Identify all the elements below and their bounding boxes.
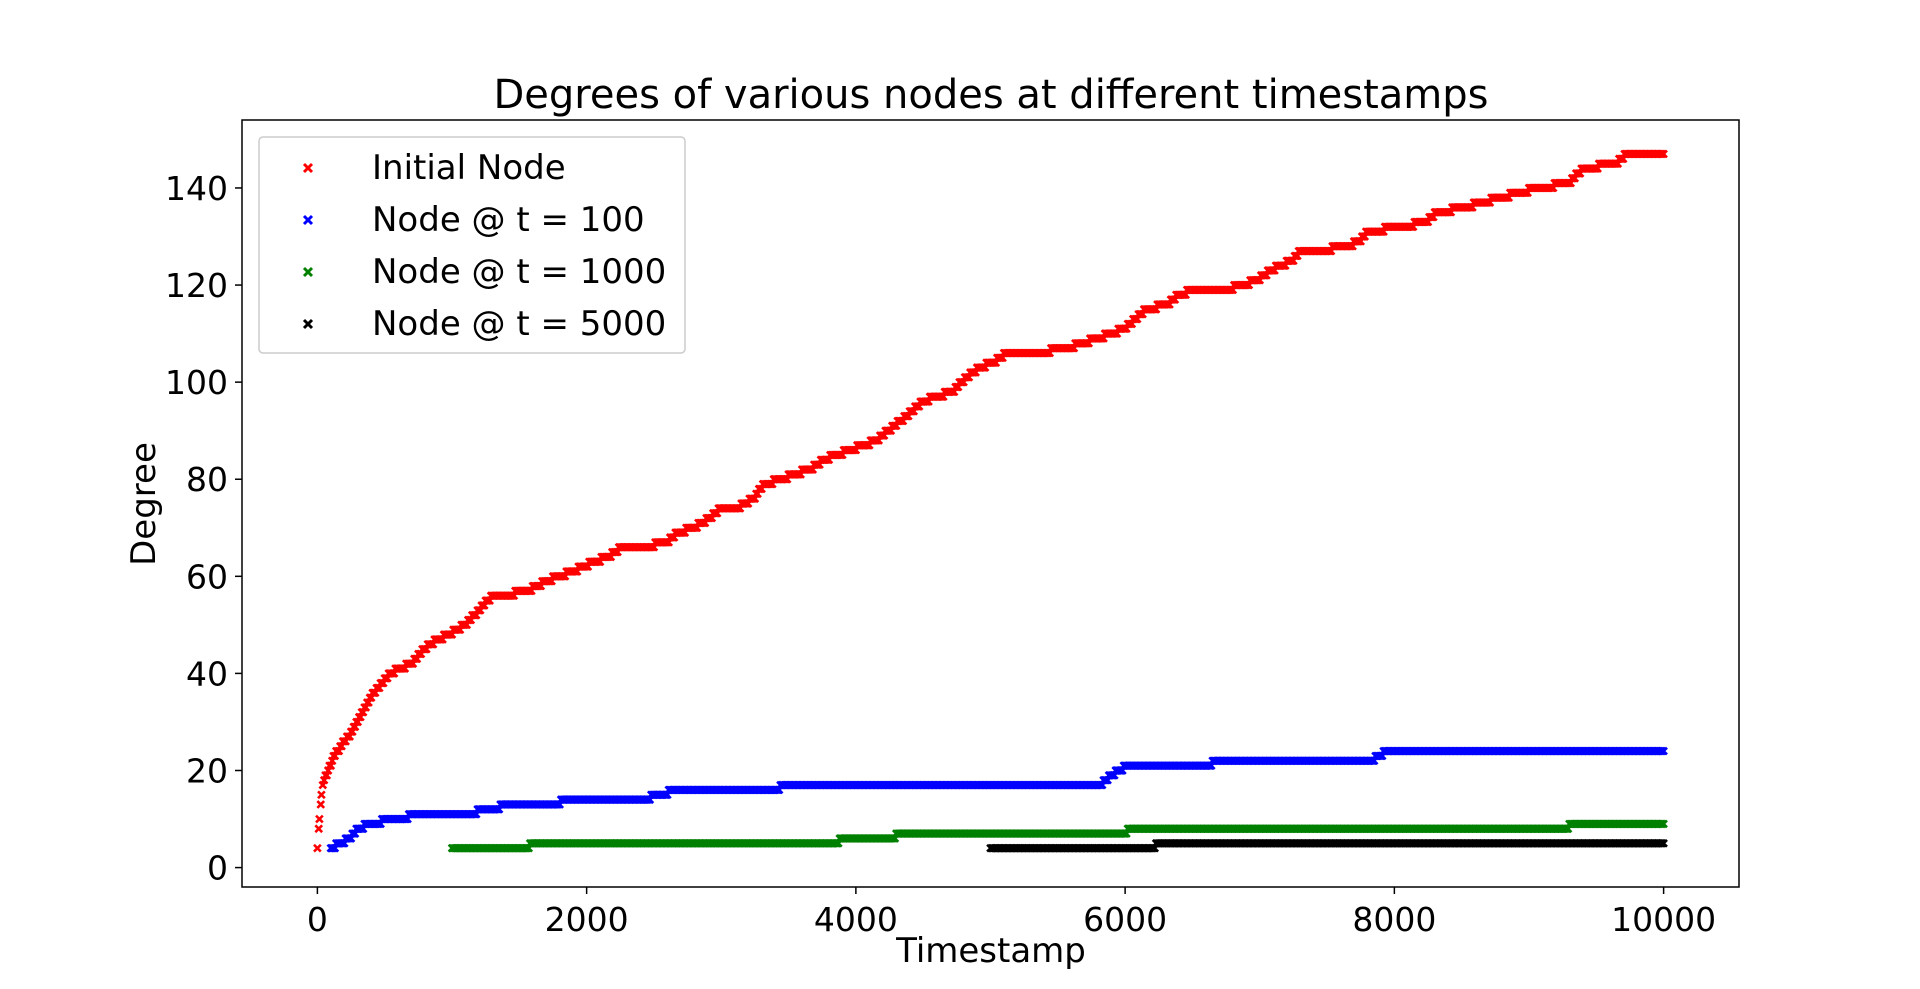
series-1 <box>326 746 1668 853</box>
legend-marker-icon <box>302 214 314 226</box>
y-axis-title: Degree <box>124 442 164 566</box>
legend-label: Node @ t = 100 <box>372 200 645 240</box>
legend-item: Node @ t = 1000 <box>302 252 666 292</box>
y-tick-label: 100 <box>165 363 228 402</box>
data-point <box>317 790 326 800</box>
data-point <box>1659 149 1668 159</box>
series-3 <box>986 838 1668 853</box>
legend-label: Node @ t = 5000 <box>372 304 666 344</box>
series-2 <box>447 819 1668 853</box>
data-point <box>313 843 322 853</box>
legend-label: Initial Node <box>372 148 566 188</box>
legend-item: Initial Node <box>302 148 566 188</box>
data-point <box>1659 746 1668 756</box>
legend-marker-icon <box>302 162 314 174</box>
data-point <box>316 800 326 809</box>
data-point <box>1659 838 1668 848</box>
x-axis-title: Timestamp <box>895 931 1086 971</box>
legend: Initial Node Node @ t = 100 Node @ t = 10… <box>258 136 686 354</box>
x-tick-label: 2000 <box>545 900 629 939</box>
x-tick-label: 4000 <box>814 900 898 939</box>
y-axis: 0 20 40 60 80 100 120 140 <box>165 169 242 888</box>
data-point <box>315 814 324 824</box>
y-tick-label: 40 <box>186 654 228 693</box>
x-tick-label: 6000 <box>1083 900 1167 939</box>
y-tick-label: 0 <box>207 849 228 888</box>
legend-item: Node @ t = 100 <box>302 200 645 240</box>
legend-frame <box>258 136 686 354</box>
x-tick-label: 10000 <box>1611 900 1716 939</box>
legend-marker-icon <box>302 318 314 330</box>
x-axis: 0 2000 4000 6000 8000 10000 <box>307 887 1716 939</box>
plot-frame <box>241 119 1740 888</box>
legend-item: Node @ t = 5000 <box>302 304 666 344</box>
data-point <box>1659 819 1668 829</box>
y-tick-label: 140 <box>165 169 228 208</box>
y-tick-label: 80 <box>186 460 228 499</box>
x-tick-label: 0 <box>307 900 328 939</box>
y-tick-label: 60 <box>186 557 228 596</box>
chart-title: Degrees of various nodes at different ti… <box>493 72 1488 118</box>
data-point <box>314 824 324 834</box>
legend-label: Node @ t = 1000 <box>372 252 666 292</box>
x-tick-label: 8000 <box>1352 900 1436 939</box>
series-0 <box>313 149 1668 853</box>
y-tick-label: 120 <box>165 266 228 305</box>
y-tick-label: 20 <box>186 751 228 790</box>
legend-marker-icon <box>302 266 314 278</box>
plot-area <box>313 149 1668 853</box>
